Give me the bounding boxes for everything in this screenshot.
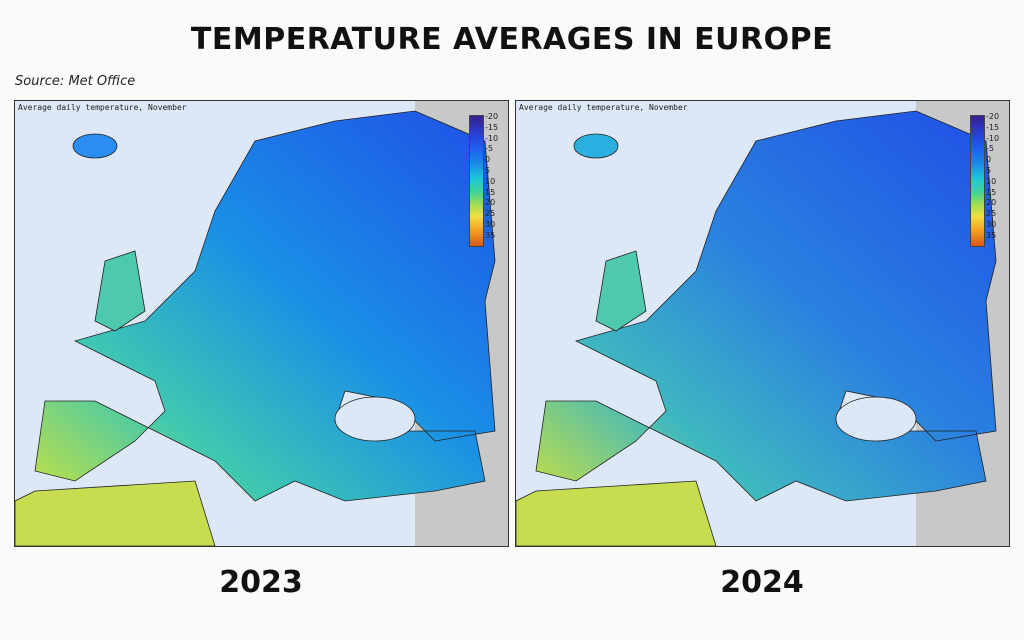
panel-title: Average daily temperature, November <box>18 103 187 112</box>
page-title: TEMPERATURE AVERAGES IN EUROPE <box>190 22 834 57</box>
map-panel-2023: Average daily temperature, November -20-… <box>14 100 509 547</box>
source-label: Source: Met Office <box>15 74 136 89</box>
europe-map-2023 <box>15 101 508 546</box>
color-scale-ticks: -20 -15 -10 -5 0 5 10 15 20 25 30 35 <box>485 112 499 240</box>
color-scale-ticks: -20 -15 -10 -5 0 5 10 15 20 25 30 35 <box>986 112 1000 240</box>
year-label-2024: 2024 <box>720 565 804 600</box>
europe-map-2024 <box>516 101 1009 546</box>
color-scale-bar <box>970 115 985 247</box>
panel-title: Average daily temperature, November <box>519 103 688 112</box>
map-panel-2024: Average daily temperature, November -20-… <box>515 100 1010 547</box>
color-scale-bar <box>469 115 484 247</box>
year-label-2023: 2023 <box>219 565 303 600</box>
